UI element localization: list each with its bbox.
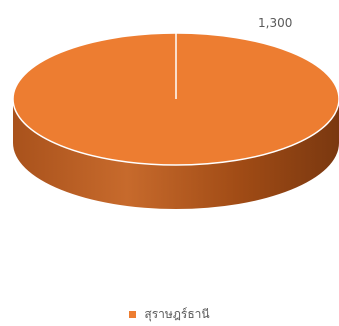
pie-slices bbox=[12, 32, 339, 209]
legend-swatch bbox=[129, 311, 137, 318]
legend: สุราษฎร์ธานี bbox=[0, 305, 339, 324]
pie-side-wall bbox=[13, 99, 339, 209]
data-label: 1,300 bbox=[258, 16, 292, 30]
legend-label: สุราษฎร์ธานี bbox=[144, 307, 210, 321]
